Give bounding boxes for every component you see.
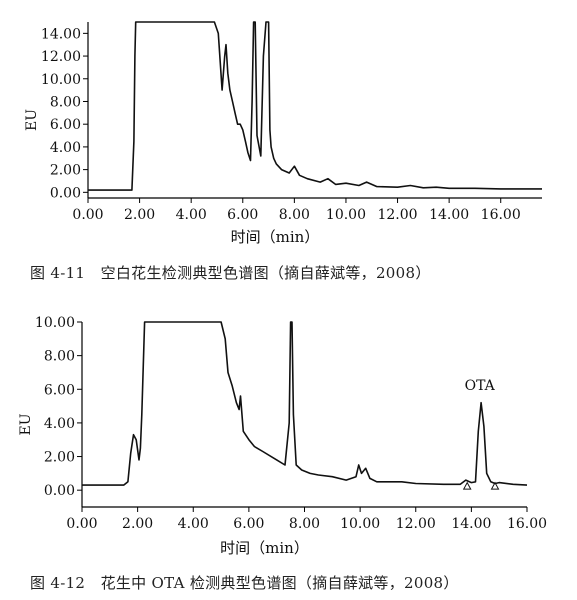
peak-annotation-label: OTA	[465, 378, 496, 394]
integration-marker	[462, 481, 472, 490]
y-tick-label: 4.00	[44, 416, 75, 432]
x-tick-label: 4.00	[176, 207, 207, 223]
x-tick-label: 10.00	[340, 516, 380, 532]
y-axis-label: EU	[18, 413, 34, 435]
x-tick-label: 12.00	[377, 207, 417, 223]
x-tick-label: 10.00	[326, 207, 366, 223]
x-tick-label: 8.00	[279, 207, 310, 223]
y-tick-label: 12.00	[41, 49, 81, 65]
y-tick-label: 8.00	[50, 94, 81, 110]
y-tick-label: 6.00	[44, 382, 75, 398]
y-tick-label: 2.00	[50, 163, 81, 179]
x-axis-label: 时间（min）	[220, 539, 309, 557]
figure-caption-1: 图 4-11 空白花生检测典型色谱图（摘自薛斌等，2008）	[30, 264, 431, 282]
x-tick-label: 6.00	[233, 516, 264, 532]
y-tick-label: 0.00	[44, 483, 75, 499]
y-tick-label: 8.00	[44, 349, 75, 365]
x-tick-label: 4.00	[178, 516, 209, 532]
y-axis-label: EU	[24, 109, 40, 131]
x-tick-label: 16.00	[507, 516, 547, 532]
x-tick-label: 14.00	[451, 516, 491, 532]
x-tick-label: 2.00	[122, 516, 153, 532]
x-tick-label: 0.00	[66, 516, 97, 532]
x-tick-label: 6.00	[227, 207, 258, 223]
y-tick-label: 14.00	[41, 26, 81, 42]
x-tick-label: 16.00	[481, 207, 521, 223]
x-tick-label: 12.00	[396, 516, 436, 532]
x-tick-label: 14.00	[429, 207, 469, 223]
figure-caption-2: 图 4-12 花生中 OTA 检测典型色谱图（摘自薛斌等，2008）	[30, 574, 459, 592]
integration-marker	[490, 481, 500, 490]
y-tick-label: 2.00	[44, 450, 75, 466]
y-tick-label: 6.00	[50, 117, 81, 133]
chromatogram-trace-2	[82, 321, 528, 486]
chromatogram-trace-1	[88, 21, 542, 191]
x-axis-label: 时间（min）	[231, 228, 320, 246]
y-tick-label: 10.00	[35, 315, 75, 331]
x-tick-label: 8.00	[289, 516, 320, 532]
x-tick-label: 0.00	[72, 207, 103, 223]
y-tick-label: 10.00	[41, 72, 81, 88]
y-tick-label: 4.00	[50, 140, 81, 156]
x-tick-label: 2.00	[124, 207, 155, 223]
y-tick-label: 0.00	[50, 185, 81, 201]
